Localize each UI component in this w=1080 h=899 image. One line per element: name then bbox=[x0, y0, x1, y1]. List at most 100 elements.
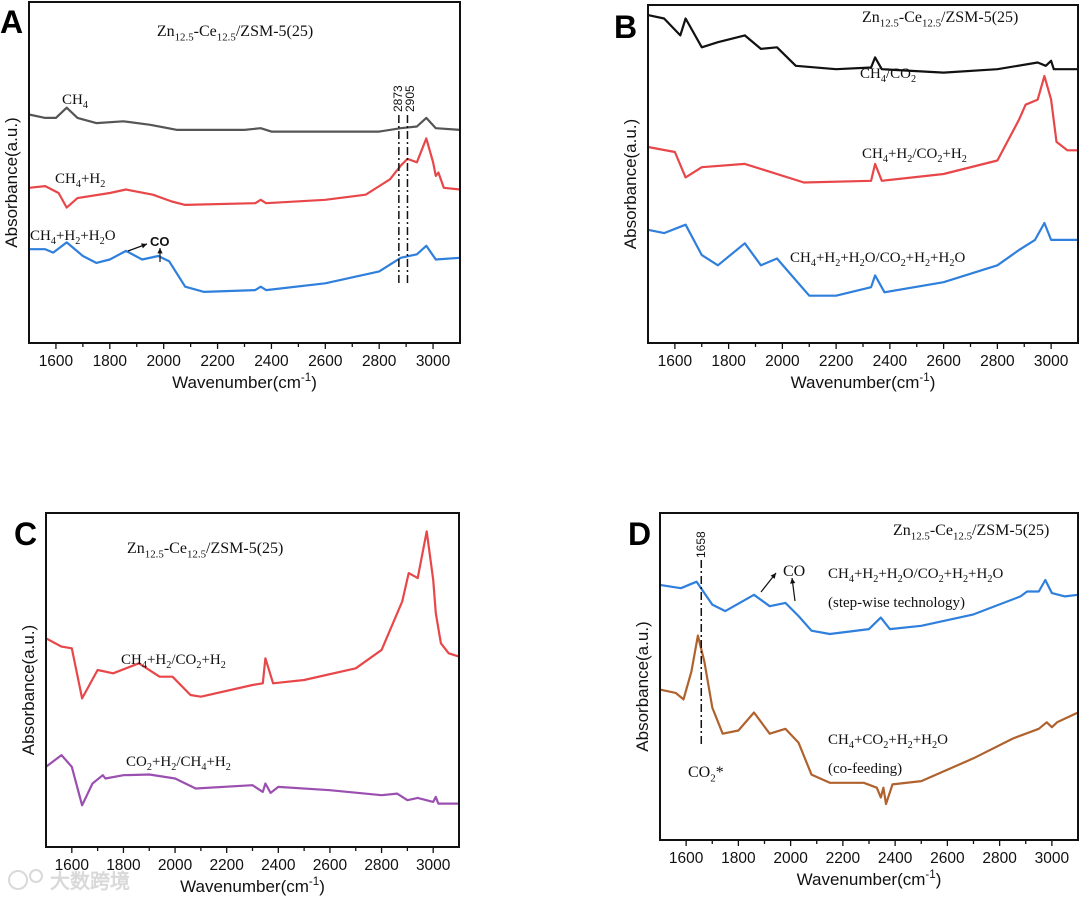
x-tick-label: 2000 bbox=[773, 850, 808, 867]
x-tick-label: 1600 bbox=[55, 857, 90, 874]
label-segment: 2 bbox=[949, 258, 954, 269]
label-segment: 12.5 bbox=[175, 31, 195, 43]
series-line bbox=[28, 137, 461, 209]
annotation-label: CO bbox=[783, 563, 805, 580]
x-tick-label: 1600 bbox=[658, 353, 693, 370]
series-note: (co-feeding) bbox=[828, 761, 902, 777]
label-segment: ) bbox=[930, 373, 936, 392]
label-segment: 2 bbox=[221, 660, 226, 671]
label-segment: +H bbox=[944, 566, 963, 582]
label-segment: Wavenumber(cm bbox=[797, 870, 926, 889]
label-segment: ) bbox=[319, 877, 325, 896]
label-segment: +H bbox=[80, 228, 99, 244]
x-tick-label: 2200 bbox=[200, 353, 235, 370]
label-segment: 4 bbox=[201, 762, 206, 773]
label-segment: CH bbox=[55, 171, 76, 187]
label-segment: 2 bbox=[962, 154, 967, 165]
reference-line-label: 1658 bbox=[694, 531, 708, 558]
label-segment: -1 bbox=[301, 371, 311, 384]
label-segment: * bbox=[716, 764, 724, 781]
plot-frame bbox=[45, 512, 460, 848]
label-segment: 4 bbox=[883, 154, 888, 165]
x-tick-label: 3000 bbox=[416, 353, 451, 370]
watermark-text: 大数跨境 bbox=[50, 869, 130, 893]
label-segment: +H bbox=[152, 754, 171, 770]
label-segment: 4 bbox=[51, 236, 56, 247]
label-segment: -1 bbox=[925, 868, 935, 881]
label-segment: 2 bbox=[100, 236, 105, 247]
panel-title: Zn12.5-Ce12.5/ZSM-5(25) bbox=[862, 9, 1018, 29]
y-axis-label: Absorbance(a.u.) bbox=[19, 625, 38, 755]
x-tick-label: 2200 bbox=[826, 850, 861, 867]
x-axis-label: Wavenumber(cm-1) bbox=[791, 371, 936, 392]
label-segment: 4 bbox=[849, 574, 854, 585]
label-segment: 2 bbox=[907, 154, 912, 165]
label-segment: /ZSM-5(25) bbox=[941, 9, 1018, 26]
x-tick-label: 2800 bbox=[980, 353, 1015, 370]
label-segment: +H bbox=[201, 652, 220, 668]
panel-letter: A bbox=[0, 4, 23, 40]
label-segment: 2 bbox=[932, 740, 937, 751]
label-segment: CH bbox=[862, 146, 883, 162]
y-axis-label: Absorbance(a.u.) bbox=[633, 621, 652, 751]
x-axis-label: Wavenumber(cm-1) bbox=[180, 875, 325, 896]
x-tick-label: 2200 bbox=[209, 857, 244, 874]
panel-letter: B bbox=[614, 9, 637, 45]
label-segment: 12.5 bbox=[911, 530, 931, 542]
label-segment: -Ce bbox=[899, 9, 922, 26]
label-segment: +H bbox=[147, 652, 166, 668]
label-segment: +H bbox=[888, 146, 907, 162]
label-segment: 2 bbox=[835, 258, 840, 269]
series-line bbox=[647, 74, 1078, 184]
x-tick-label: 2000 bbox=[158, 857, 193, 874]
label-segment: 2 bbox=[873, 574, 878, 585]
x-tick-label: 1600 bbox=[669, 850, 704, 867]
panel-title: Zn12.5-Ce12.5/ZSM-5(25) bbox=[893, 522, 1049, 542]
label-segment: +H bbox=[206, 754, 225, 770]
label-segment: 2 bbox=[883, 740, 888, 751]
label-segment: 2 bbox=[987, 574, 992, 585]
label-segment: 2 bbox=[710, 772, 715, 784]
x-tick-label: 3000 bbox=[1035, 850, 1070, 867]
x-tick-label: 2800 bbox=[364, 857, 399, 874]
label-segment: CH bbox=[121, 652, 142, 668]
series-line bbox=[28, 106, 461, 133]
panel-title: Zn12.5-Ce12.5/ZSM-5(25) bbox=[157, 23, 313, 43]
plot-frame bbox=[659, 512, 1079, 841]
panel-title: Zn12.5-Ce12.5/ZSM-5(25) bbox=[127, 540, 283, 560]
panel-d: CH4+H2+H2O/CO2+H2+H2O(step-wise technolo… bbox=[628, 512, 1079, 889]
label-segment: 12.5 bbox=[187, 548, 207, 560]
series-line bbox=[647, 221, 1078, 297]
label-segment: -Ce bbox=[164, 540, 187, 557]
label-segment: O/CO bbox=[865, 250, 901, 266]
series-note: (step-wise technology) bbox=[828, 595, 965, 611]
label-segment: +H bbox=[81, 171, 100, 187]
label-segment: CH bbox=[828, 732, 849, 748]
label-segment: CH bbox=[790, 250, 811, 266]
x-tick-label: 2600 bbox=[926, 353, 961, 370]
label-segment: 2 bbox=[901, 258, 906, 269]
x-tick-label: 3000 bbox=[1034, 353, 1069, 370]
x-axis-label: Wavenumber(cm-1) bbox=[172, 371, 317, 392]
label-segment: +H bbox=[913, 732, 932, 748]
label-segment: 2 bbox=[171, 762, 176, 773]
label-segment: 2 bbox=[147, 762, 152, 773]
arrow-head-icon bbox=[157, 248, 163, 254]
panel-letter: C bbox=[14, 516, 37, 552]
label-segment: Wavenumber(cm bbox=[172, 373, 301, 392]
label-segment: +H bbox=[56, 228, 75, 244]
label-segment: /CO bbox=[171, 652, 196, 668]
label-segment: 2 bbox=[963, 574, 968, 585]
label-segment: O bbox=[105, 228, 116, 244]
label-segment: /ZSM-5(25) bbox=[972, 522, 1049, 539]
x-tick-label: 2400 bbox=[261, 857, 296, 874]
label-segment: +H bbox=[878, 566, 897, 582]
label-segment: -1 bbox=[919, 371, 929, 384]
label-segment: /CH bbox=[176, 754, 201, 770]
label-segment: -1 bbox=[309, 875, 319, 888]
label-segment: +H bbox=[942, 146, 961, 162]
